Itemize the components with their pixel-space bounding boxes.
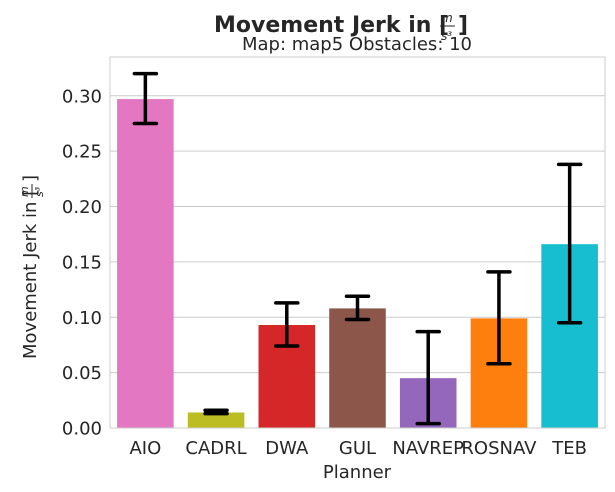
y-tick-label: 0.05 [62,363,102,384]
y-axis-label: Movement Jerk in [ m s³ ] [18,175,46,359]
bar-aio [117,99,174,428]
x-tick-label-aio: AIO [129,438,161,459]
y-tick-label: 0.20 [62,197,102,218]
x-tick-label-dwa: DWA [265,438,309,459]
y-tick-label: 0.30 [62,86,102,107]
plot-frame [109,56,606,429]
x-tick-label-gul: GUL [339,438,376,459]
x-tick-label-cadrl: CADRL [185,438,246,459]
y-axis-label-fraction-s3: s³ [33,186,46,197]
y-axis-label-main: Movement Jerk in [ [20,189,41,359]
chart-subtitle: Map: map5 Obstacles: 10 [242,34,472,55]
chart-title: Movement Jerk in [ m s³ ] [214,11,468,43]
x-tick-label-rosnav: ROSNAV [461,438,537,459]
y-tick-label: 0.00 [62,419,102,440]
bars [117,99,598,428]
y-axis-label-fraction-m: m [18,186,31,197]
chart-title-main: Movement Jerk in [ [214,13,449,38]
x-tick-label-navrep: NAVREP [392,438,464,459]
chart-title-fraction-s3: s³ [441,29,452,43]
y-tick-label: 0.10 [62,308,102,329]
bar-gul [329,308,386,428]
x-tick-label-teb: TEB [551,438,587,459]
error-bars [132,71,583,426]
x-axis-label: Planner [323,462,392,483]
y-tick-label: 0.25 [62,142,102,163]
chart-title-fraction-m: m [441,11,453,25]
y-tick-label: 0.15 [62,252,102,273]
chart-title-close: ] [458,13,468,38]
bar-cadrl [187,412,245,428]
y-axis-label-close: ] [20,175,41,182]
y-tick-labels: 0.00 0.05 0.10 0.15 0.20 0.25 0.30 [62,86,102,439]
